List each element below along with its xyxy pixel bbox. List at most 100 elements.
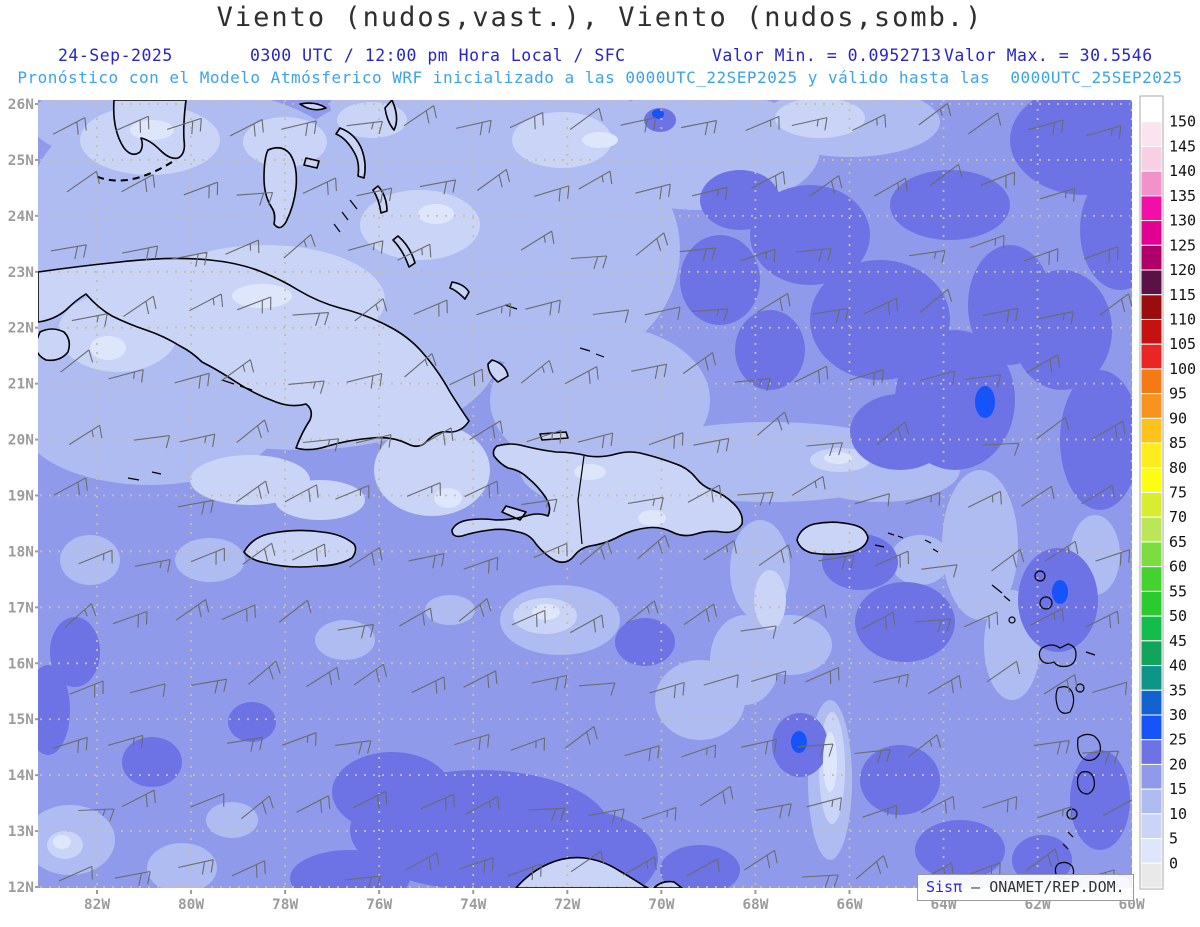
wind-barb (579, 540, 613, 565)
wind-barb (740, 625, 777, 639)
wind-barb (1085, 125, 1122, 139)
wind-barb (578, 682, 616, 696)
wind-barb (620, 116, 657, 133)
wind-barb (134, 558, 171, 573)
wind-barb (354, 298, 388, 322)
wind-barb (531, 674, 568, 691)
wind-barb (115, 115, 150, 133)
lat-axis-label: 20N (8, 433, 34, 449)
wind-barb (806, 797, 843, 811)
colorbar-tick-label: 115 (1169, 286, 1196, 304)
wind-barb (353, 790, 388, 809)
wind-barb (791, 476, 826, 496)
colorbar-tick-label: 105 (1169, 335, 1196, 353)
wind-barb (335, 484, 370, 500)
wind-barb (793, 604, 827, 625)
wind-barb (58, 865, 93, 882)
colorbar-segment (1140, 121, 1163, 147)
wind-barb (649, 681, 685, 699)
wind-barb (408, 553, 445, 569)
wind-barb (909, 250, 946, 264)
wind-barb (464, 480, 499, 499)
wind-barb (520, 360, 554, 384)
colorbar-segment (1140, 862, 1163, 889)
colorbar-legend: 1501451401351301251201151101051009590858… (1139, 95, 1196, 890)
lon-axis-label: 78W (272, 897, 298, 913)
wind-barb (346, 120, 383, 135)
wind-barb (108, 369, 144, 383)
colorbar-segment (1140, 442, 1163, 469)
wind-barb (578, 170, 613, 190)
wind-barb (1095, 549, 1131, 566)
wind-barb (356, 187, 393, 203)
wind-barb (991, 548, 1025, 572)
wind-barb (459, 857, 494, 874)
colorbar-tick-label: 15 (1169, 780, 1187, 798)
wind-field-shading (38, 100, 1132, 888)
shading-0-5kt (53, 120, 852, 849)
wind-barb (797, 743, 834, 758)
colorbar-segment (1140, 763, 1163, 790)
wind-barb (225, 239, 260, 255)
wind-barb (681, 744, 717, 759)
wind-barb (229, 119, 264, 137)
wind-barb (220, 359, 255, 382)
wind-barb (1036, 416, 1070, 440)
lat-axis-label: 14N (8, 768, 34, 784)
florida-keys-coast (95, 161, 173, 182)
colorbar-tick-label: 30 (1169, 706, 1187, 724)
wind-barb (242, 542, 276, 565)
shading-20-25kt (38, 100, 1132, 888)
model-init-line: Pronóstico con el Modelo Atmósferico WRF… (17, 68, 1183, 87)
wind-barb (52, 736, 88, 754)
wind-barb (756, 293, 791, 313)
colorbar-tick-label: 80 (1169, 459, 1187, 477)
colorbar-segment (1140, 269, 1163, 296)
wind-barb (190, 547, 225, 565)
wind-barb (413, 299, 448, 317)
wind-barb (625, 600, 659, 624)
colorbar-segment (1140, 541, 1163, 568)
wind-barb (1091, 420, 1126, 440)
wind-barb (177, 499, 214, 515)
colorbar-tick-label: 135 (1169, 187, 1196, 205)
colorbar-tick-label: 40 (1169, 657, 1187, 675)
wind-barb (525, 299, 561, 316)
wind-barb (1037, 311, 1074, 325)
longitude-axis: 82W 80W 78W 76W 74W 72W 70W 68W 66W 64W 62W 60W (84, 890, 1145, 913)
wind-barb (348, 240, 384, 254)
wind-barb (291, 543, 327, 562)
wind-barb (914, 618, 952, 633)
latitude-axis: 26N 25N 24N 23N 22N 21N 20N 19N 18N 17N 16N 15N 14N 1… (8, 97, 38, 896)
wind-barb (623, 856, 657, 876)
colorbar-segment (1140, 393, 1163, 419)
wind-barb (692, 186, 728, 201)
colorbar-tick-label: 120 (1169, 261, 1196, 279)
wind-barb (854, 749, 891, 764)
forecast-date: 24-Sep-2025 (58, 46, 173, 65)
lat-axis-label: 12N (8, 880, 34, 896)
wind-barb (66, 170, 100, 193)
wind-barb (905, 492, 941, 506)
wind-barb (637, 534, 670, 560)
watermark-brand: Sisπ (926, 878, 963, 896)
colorbar-segment (1140, 492, 1163, 518)
wind-barb (171, 251, 208, 267)
colorbar-tick-label: 150 (1169, 113, 1196, 131)
colorbar-tick-label: 140 (1169, 162, 1196, 180)
wind-barb (741, 738, 778, 755)
wind-barb (302, 438, 340, 452)
wind-barb (569, 107, 603, 131)
wind-barb (744, 849, 778, 871)
wind-barb (756, 411, 790, 436)
shading-25-30kt (652, 109, 1068, 753)
wind-barb (570, 614, 604, 634)
colorbar-segment (1140, 220, 1163, 246)
wind-barb (403, 105, 437, 127)
wind-barb (465, 796, 500, 815)
wind-barb (419, 179, 457, 195)
wind-barb (1099, 293, 1132, 316)
page-title: Viento (nudos,vast.), Viento (nudos,somb… (216, 2, 984, 33)
wind-barb (802, 874, 839, 888)
lon-axis-label: 68W (742, 897, 768, 913)
